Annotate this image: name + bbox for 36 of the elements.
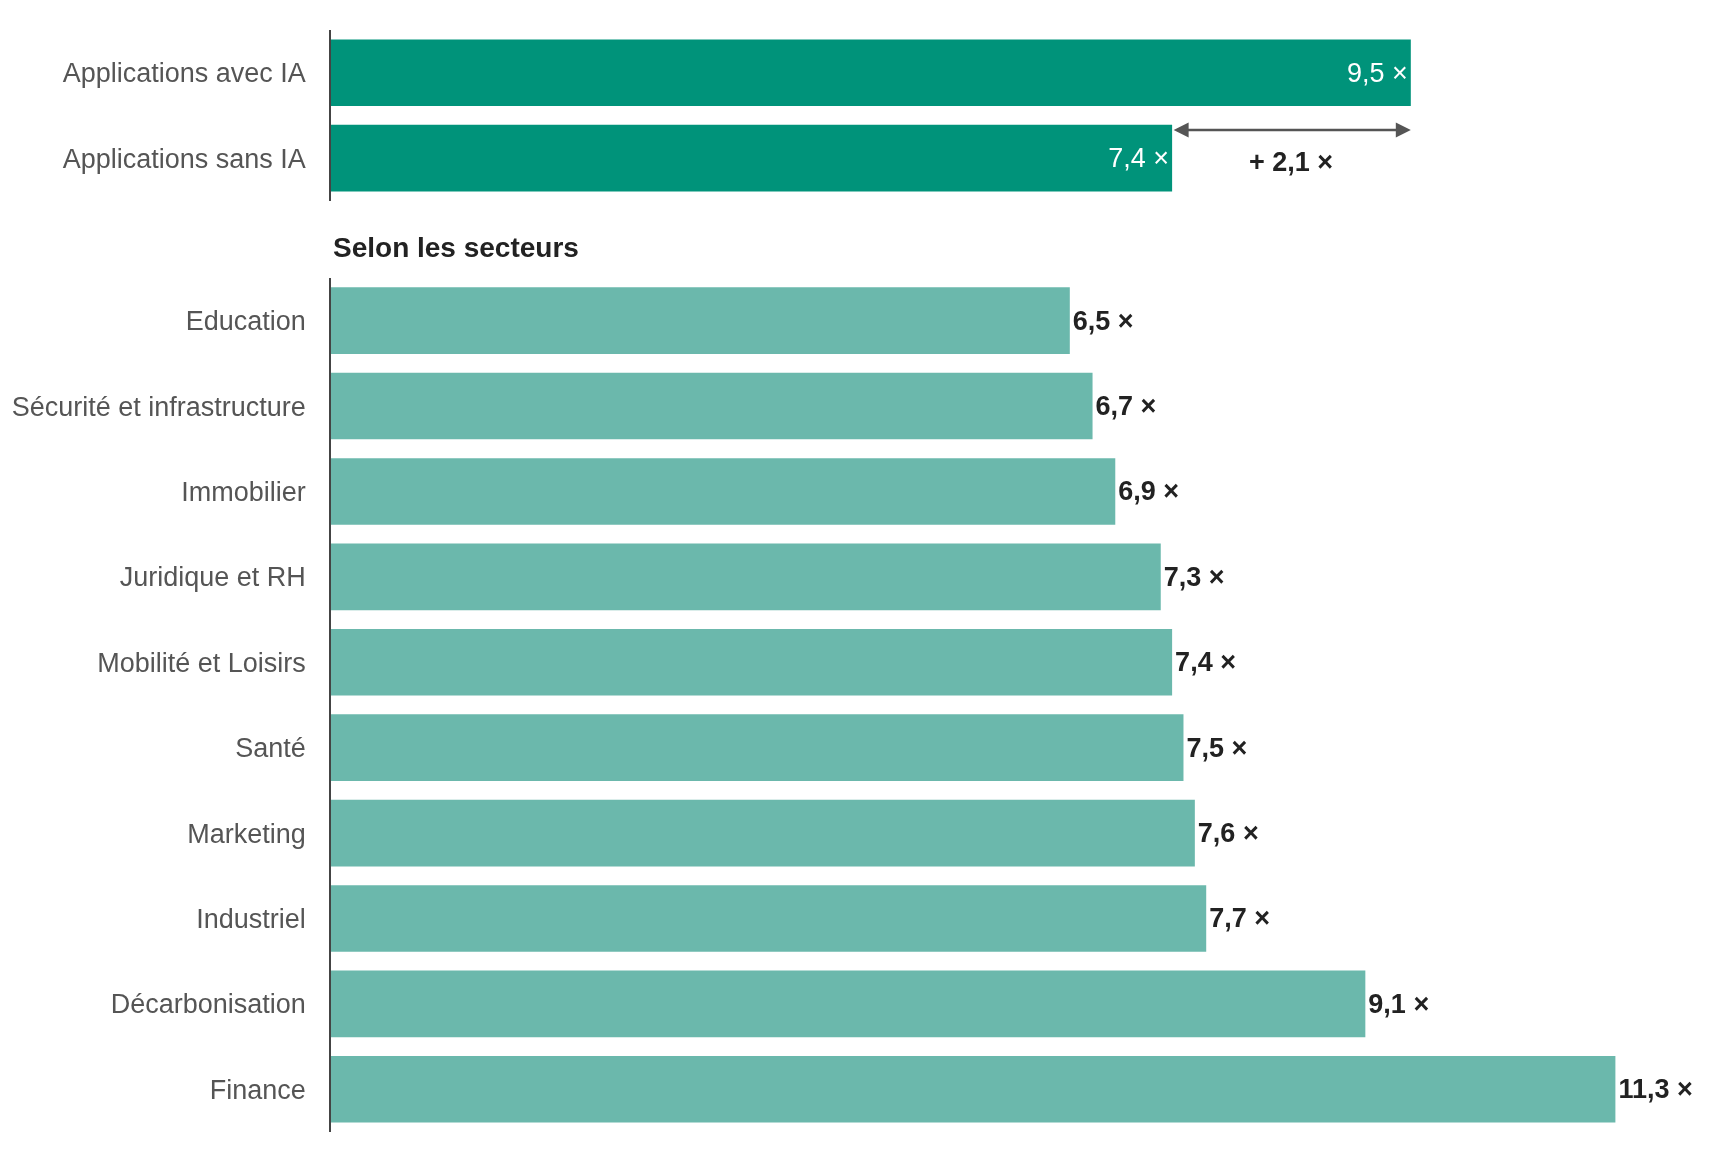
y-tick-label: Industriel — [196, 903, 306, 934]
bar — [331, 628, 1173, 696]
bar — [331, 543, 1161, 611]
data-label: 7,4 × — [1108, 143, 1170, 174]
y-tick-label: Education — [185, 306, 306, 337]
data-label: 6,9 × — [1118, 476, 1180, 507]
y-tick-label: Santé — [235, 733, 306, 764]
data-label: 11,3 × — [1618, 1074, 1693, 1105]
data-label: 6,7 × — [1095, 391, 1157, 422]
bar — [331, 885, 1207, 952]
bar — [331, 1055, 1616, 1123]
bar — [331, 799, 1195, 867]
data-label: 9,5 × — [1347, 57, 1408, 88]
bar — [331, 970, 1366, 1038]
data-label: 9,1 × — [1368, 988, 1430, 1019]
chart-title: Selon les secteurs — [333, 232, 579, 263]
data-label: 7,7 × — [1209, 903, 1271, 934]
y-tick-label: Décarbonisation — [110, 989, 306, 1020]
data-label: 7,4 × — [1175, 647, 1236, 678]
y-tick-label: Sécurité et infrastructure — [11, 391, 306, 422]
y-tick-label: Juridique et RH — [119, 562, 306, 593]
bar — [331, 372, 1093, 440]
y-tick-label: Finance — [209, 1074, 306, 1105]
bar — [331, 287, 1070, 354]
bar — [331, 714, 1184, 781]
y-tick-label: Marketing — [187, 818, 306, 849]
data-label: 6,5 × — [1072, 305, 1134, 336]
y-tick-label: Applications avec IA — [62, 58, 306, 89]
y-tick-label: Immobilier — [181, 476, 306, 507]
annotation: + 2,1 × — [1249, 147, 1334, 177]
data-label: 7,5 × — [1186, 732, 1248, 763]
y-tick-label: Mobilité et Loisirs — [97, 647, 306, 678]
bar — [331, 458, 1116, 525]
data-label: 7,3 × — [1163, 561, 1225, 592]
y-tick-label: Applications sans IA — [62, 143, 306, 174]
data-label: 7,6 × — [1197, 818, 1259, 849]
